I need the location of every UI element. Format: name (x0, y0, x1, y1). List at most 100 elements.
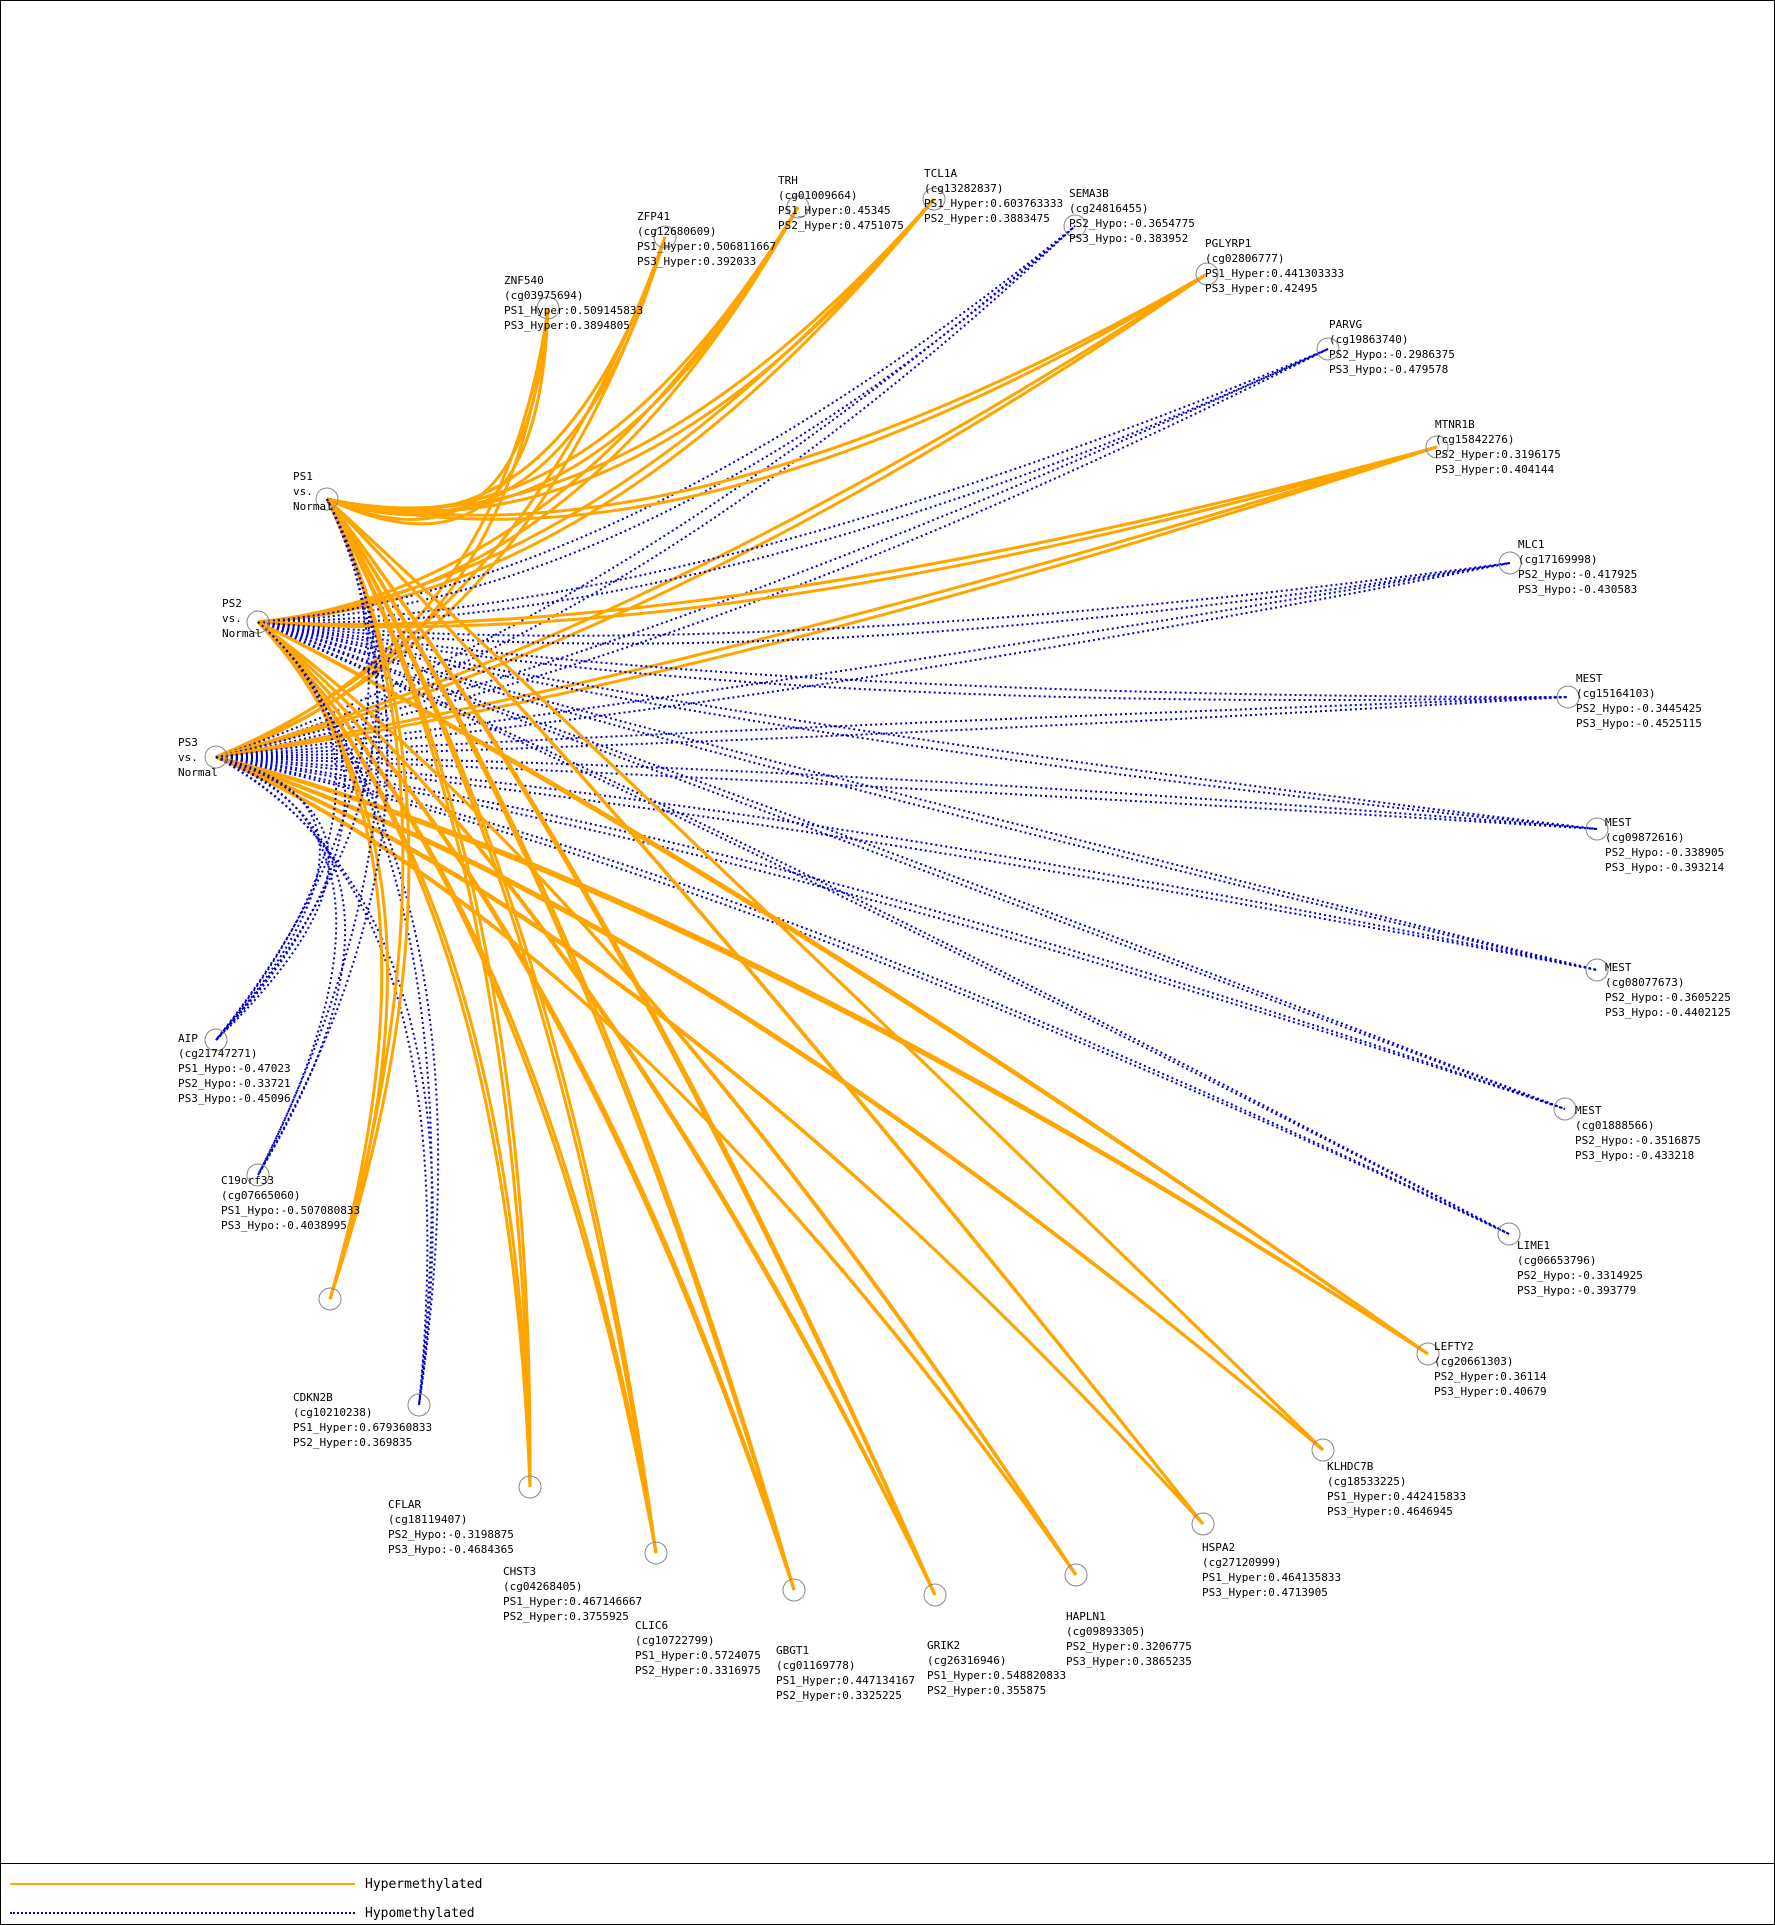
gene-node-hapln1-17 (1064, 1563, 1088, 1587)
gene-node-mest-11 (1585, 958, 1609, 982)
value-label-8-1: PS3_Hypo:-0.430583 (1518, 583, 1637, 596)
hub-ps2-label-2: Normal (222, 627, 262, 640)
probe-label-17: (cg09893305) (1066, 1625, 1145, 1638)
gene-label-lefty2-14: LEFTY2 (1434, 1340, 1474, 1353)
gene-node-chst3-21 (518, 1475, 542, 1499)
edge-ps3-c19orf33-24-1 (215, 756, 347, 1176)
edge-ps3-sema3b-4-0 (215, 225, 1076, 758)
value-label-0-1: PS3_Hyper:0.3894805 (504, 319, 630, 332)
value-label-15-1: PS3_Hyper:0.4646945 (1327, 1505, 1453, 1518)
probe-label-9: (cg15164103) (1576, 687, 1655, 700)
gene-label-mest-11: MEST (1605, 961, 1632, 974)
hub-ps3-label-1: vs. (178, 751, 198, 764)
edge-ps1-c19orf33-24-0 (257, 498, 380, 1176)
gene-label-gbgt1-19: GBGT1 (776, 1644, 809, 1657)
gene-label-clic6-20: CLIC6 (635, 1619, 668, 1632)
edge-ps3-sema3b-4-1 (215, 225, 1076, 758)
hub-ps2-label-1: vs. (222, 612, 242, 625)
gene-node-parvg-6 (1316, 337, 1340, 361)
edge-ps3-mest-12-1 (215, 756, 1566, 1110)
value-label-15-0: PS1_Hyper:0.442415833 (1327, 1490, 1466, 1503)
gene-label-tcl1a-3: TCL1A (924, 167, 957, 180)
edge-ps2-mlc1-8-0 (257, 562, 1511, 637)
probe-label-13: (cg06653796) (1517, 1254, 1596, 1267)
value-label-4-0: PS2_Hypo:-0.3654775 (1069, 217, 1195, 230)
probe-label-1: (cg12680609) (637, 225, 716, 238)
probe-label-22: (cg18119407) (388, 1513, 467, 1526)
edge-ps3-zfp41-1-1 (215, 236, 667, 759)
edge-ps2-aip-25-0 (215, 621, 338, 1041)
edge-ps1-znf540-0-1 (326, 307, 550, 526)
edge-ps3-mtnr1b-7-1 (215, 445, 1438, 759)
gene-label-cdkn2b-23: CDKN2B (293, 1391, 333, 1404)
legend-hypo-line (10, 1912, 355, 1914)
hub-ps3-node (204, 745, 228, 769)
edge-ps2-hapln1-17-1 (257, 620, 1078, 1576)
value-label-17-0: PS2_Hyper:0.3206775 (1066, 1640, 1192, 1653)
gene-node-lefty2-14 (1416, 1342, 1440, 1366)
edge-ps3-lefty2-14-1 (215, 755, 1429, 1356)
value-label-7-0: PS2_Hyper:0.3196175 (1435, 448, 1561, 461)
value-label-21-0: PS1_Hyper:0.467146667 (503, 1595, 642, 1608)
gene-label-c19orf33-24: C19orf33 (221, 1174, 274, 1187)
value-label-10-0: PS2_Hypo:-0.338905 (1605, 846, 1724, 859)
edge-ps2-sema3b-4-0 (257, 225, 1076, 623)
value-label-22-1: PS3_Hypo:-0.4684365 (388, 1543, 514, 1556)
gene-label-znf540-0: ZNF540 (504, 274, 544, 287)
gene-node-c19orf33-24 (246, 1163, 270, 1187)
edge-ps2-mest-12-1 (257, 621, 1566, 1110)
legend-hyper: Hypermethylated (10, 1874, 482, 1894)
edge-ps2-parvg-6-0 (257, 348, 1329, 623)
legend-hyper-line (10, 1883, 355, 1885)
gene-node-pglyrp1-5 (1195, 262, 1219, 286)
value-label-7-1: PS3_Hyper:0.404144 (1435, 463, 1555, 476)
probe-label-3: (cg13282837) (924, 182, 1003, 195)
probe-label-5: (cg02806777) (1205, 252, 1284, 265)
edge-ps3-parvg-6-0 (215, 348, 1329, 758)
value-label-3-0: PS1_Hyper:0.603763333 (924, 197, 1063, 210)
probe-label-10: (cg09872616) (1605, 831, 1684, 844)
hub-ps2-node (246, 610, 270, 634)
edge-ps1-gbgt1-19-1 (325, 498, 796, 1591)
value-label-11-1: PS3_Hypo:-0.4402125 (1605, 1006, 1731, 1019)
value-label-20-1: PS2_Hyper:0.3316975 (635, 1664, 761, 1677)
edge-ps2-grik2-18-0 (257, 620, 937, 1596)
value-label-24-0: PS1_Hypo:-0.507080833 (221, 1204, 360, 1217)
edge-ps2-cflar-22-1 (257, 621, 440, 1406)
probe-label-7: (cg15842276) (1435, 433, 1514, 446)
edge-ps1-chst3-21-1 (325, 498, 532, 1488)
edge-ps2-lime1-13-0 (257, 621, 1510, 1235)
gene-node-mest-12 (1553, 1097, 1577, 1121)
legend-hypo-label: Hypomethylated (365, 1905, 475, 1921)
edge-ps1-pglyrp1-5-0 (326, 272, 1208, 517)
edge-ps3-c19orf33-24-0 (215, 756, 338, 1176)
edge-ps3-mlc1-8-1 (215, 562, 1511, 758)
value-label-25-1: PS2_Hypo:-0.33721 (178, 1077, 291, 1090)
edge-ps1-klhdc7b-15-0 (325, 497, 1325, 1452)
value-label-1-1: PS3_Hyper:0.392033 (637, 255, 756, 268)
edge-ps2-aip-25-1 (215, 621, 347, 1041)
gene-label-aip-25: AIP (178, 1032, 198, 1045)
gene-node-aip-25 (204, 1028, 228, 1052)
edge-ps3-parvg-6-1 (215, 348, 1329, 758)
value-label-12-1: PS3_Hypo:-0.433218 (1575, 1149, 1694, 1162)
gene-label-chst3-21: CHST3 (503, 1565, 536, 1578)
edge-ps2-mest-11-0 (257, 621, 1598, 971)
value-label-9-0: PS2_Hypo:-0.3445425 (1576, 702, 1702, 715)
value-label-10-1: PS3_Hypo:-0.393214 (1605, 861, 1725, 874)
gene-node-mest-10 (1585, 817, 1609, 841)
gene-label-hapln1-17: HAPLN1 (1066, 1610, 1106, 1623)
value-label-20-0: PS1_Hyper:0.5724075 (635, 1649, 761, 1662)
edge-ps3-mest-12-0 (215, 756, 1566, 1110)
edge-ps3-pglyrp1-5-0 (215, 272, 1208, 759)
probe-label-18: (cg26316946) (927, 1654, 1006, 1667)
probe-label-21: (cg04268405) (503, 1580, 582, 1593)
edge-ps3-hspa2-16-1 (215, 755, 1205, 1526)
edge-ps1-zfp41-1-1 (326, 236, 667, 517)
value-label-25-0: PS1_Hypo:-0.47023 (178, 1062, 291, 1075)
value-label-14-1: PS3_Hyper:0.40679 (1434, 1385, 1547, 1398)
edge-ps2-mest-10-1 (257, 621, 1598, 830)
probe-label-2: (cg01009664) (778, 189, 857, 202)
edge-ps2-cflar-22-0 (257, 621, 433, 1406)
